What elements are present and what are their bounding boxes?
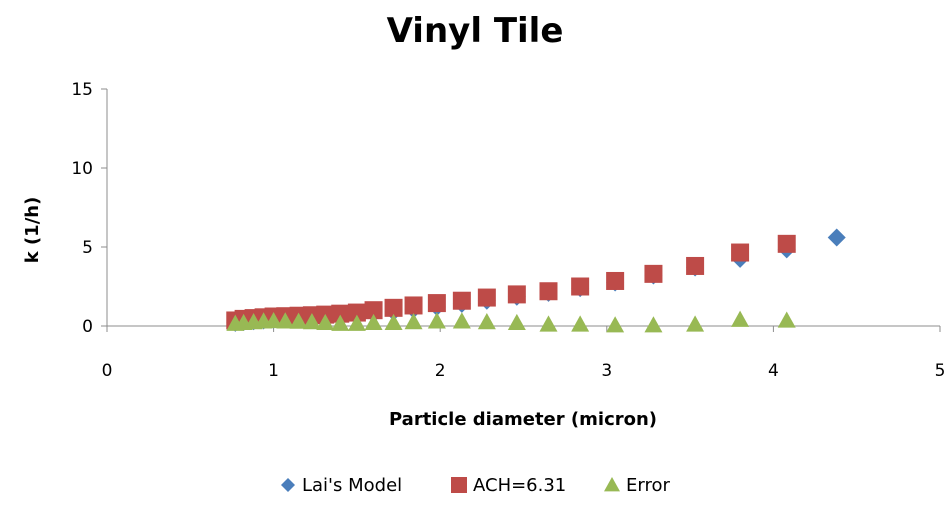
data-point-square <box>777 234 796 253</box>
legend-item: Lai's Model <box>281 475 402 496</box>
x-tick-label: 2 <box>435 361 446 381</box>
data-point-triangle <box>347 314 366 331</box>
data-point-triangle <box>644 316 663 333</box>
data-point-triangle <box>731 310 750 327</box>
data-point-triangle <box>276 312 295 329</box>
chart-title: Vinyl Tile <box>387 11 564 51</box>
data-point-square <box>507 285 526 304</box>
data-point-triangle <box>477 313 496 330</box>
legend-marker-triangle <box>604 477 620 492</box>
data-point-triangle <box>427 312 446 329</box>
x-tick-label: 5 <box>935 361 946 381</box>
y-tick-label: 0 <box>82 317 93 337</box>
x-tick-label: 3 <box>601 361 612 381</box>
x-tick-label: 0 <box>102 361 113 381</box>
x-axis-label: Particle diameter (micron) <box>389 409 657 430</box>
data-point-triangle <box>384 313 403 331</box>
data-point-triangle <box>404 313 423 330</box>
data-point-triangle <box>777 311 796 328</box>
data-point-diamond <box>827 228 846 247</box>
y-tick-label: 10 <box>71 159 93 179</box>
legend-label: Lai's Model <box>302 475 402 496</box>
data-point-square <box>427 294 446 313</box>
data-point-triangle <box>606 316 625 333</box>
x-tick-label: 1 <box>268 361 279 381</box>
data-point-square <box>404 296 423 315</box>
data-point-triangle <box>264 311 283 329</box>
plot-area <box>226 228 846 333</box>
data-point-square <box>384 298 403 317</box>
data-point-square <box>364 301 383 320</box>
x-axis-ticks: 0 1 2 3 4 5 <box>102 326 946 381</box>
y-axis-ticks: 0 5 10 15 <box>71 80 107 337</box>
legend-label: Error <box>626 475 670 496</box>
y-axis-label: k (1/h) <box>22 197 43 264</box>
data-point-square <box>477 288 496 307</box>
data-point-triangle <box>289 312 308 329</box>
x-tick-label: 4 <box>768 361 779 381</box>
legend-item: Error <box>604 475 670 496</box>
data-point-square <box>571 277 590 296</box>
legend-item: ACH=6.31 <box>451 475 566 496</box>
data-point-triangle <box>364 313 383 331</box>
data-point-triangle <box>316 313 335 331</box>
data-point-square <box>606 271 625 290</box>
data-point-square <box>347 303 366 322</box>
data-point-triangle <box>539 315 558 332</box>
data-point-square <box>539 282 558 301</box>
y-tick-label: 15 <box>71 80 93 100</box>
data-point-square <box>644 264 663 283</box>
data-point-square <box>452 291 471 310</box>
data-point-triangle <box>302 313 321 330</box>
data-point-square <box>731 243 750 262</box>
data-point-triangle <box>686 315 705 332</box>
series-triangle <box>226 310 796 333</box>
data-point-square <box>686 256 705 275</box>
legend-marker-square <box>451 477 467 493</box>
data-point-triangle <box>571 315 590 332</box>
legend-label: ACH=6.31 <box>473 475 566 496</box>
data-point-triangle <box>452 312 471 329</box>
legend: Lai's Model ACH=6.31 Error <box>281 475 670 496</box>
data-point-square <box>331 304 350 323</box>
legend-marker-diamond <box>281 478 295 492</box>
data-point-triangle <box>331 314 350 331</box>
y-tick-label: 5 <box>82 238 93 258</box>
data-point-triangle <box>507 313 526 331</box>
